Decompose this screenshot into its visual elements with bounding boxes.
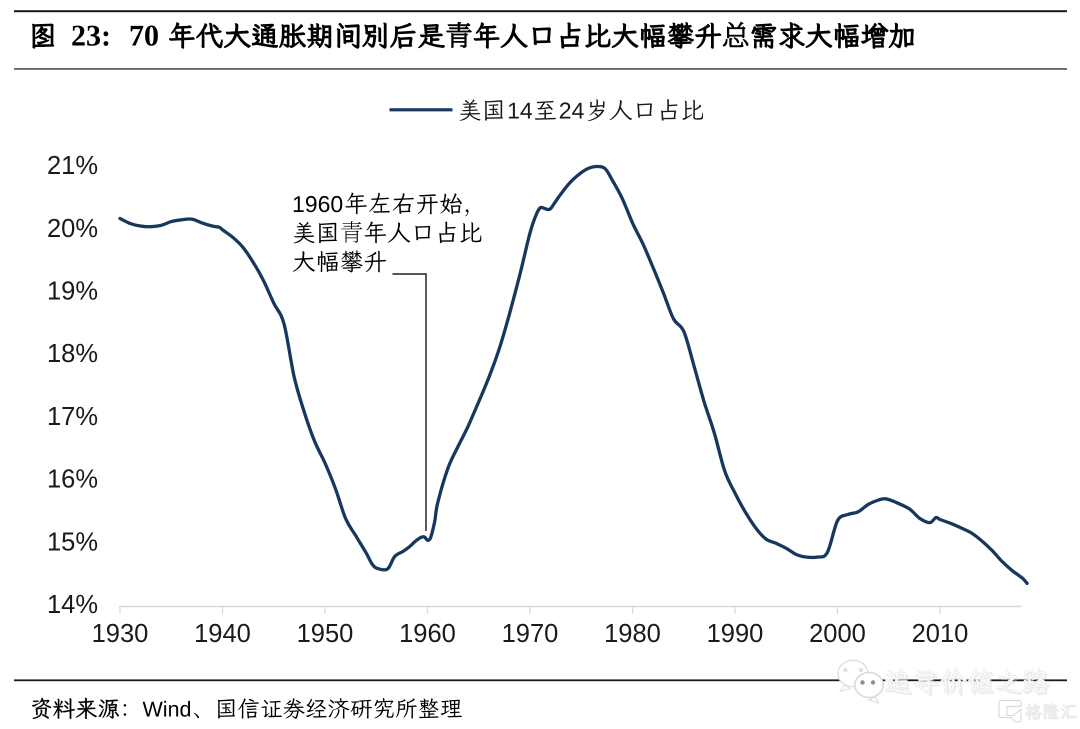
svg-text:1990: 1990 [707, 620, 764, 648]
svg-text:1960: 1960 [399, 620, 456, 648]
svg-text:1940: 1940 [194, 620, 251, 648]
svg-text:17%: 17% [47, 403, 98, 431]
svg-text:21%: 21% [47, 152, 98, 180]
svg-text:18%: 18% [47, 340, 98, 368]
svg-text:2010: 2010 [912, 620, 969, 648]
svg-text:1950: 1950 [297, 620, 354, 648]
svg-text:1970: 1970 [502, 620, 559, 648]
svg-text:15%: 15% [47, 528, 98, 556]
svg-text:20%: 20% [47, 215, 98, 243]
svg-text:1930: 1930 [92, 620, 149, 648]
svg-text:14%: 14% [47, 591, 98, 619]
svg-text:16%: 16% [47, 466, 98, 494]
svg-text:1980: 1980 [604, 620, 661, 648]
svg-text:2000: 2000 [809, 620, 866, 648]
svg-text:19%: 19% [47, 278, 98, 306]
